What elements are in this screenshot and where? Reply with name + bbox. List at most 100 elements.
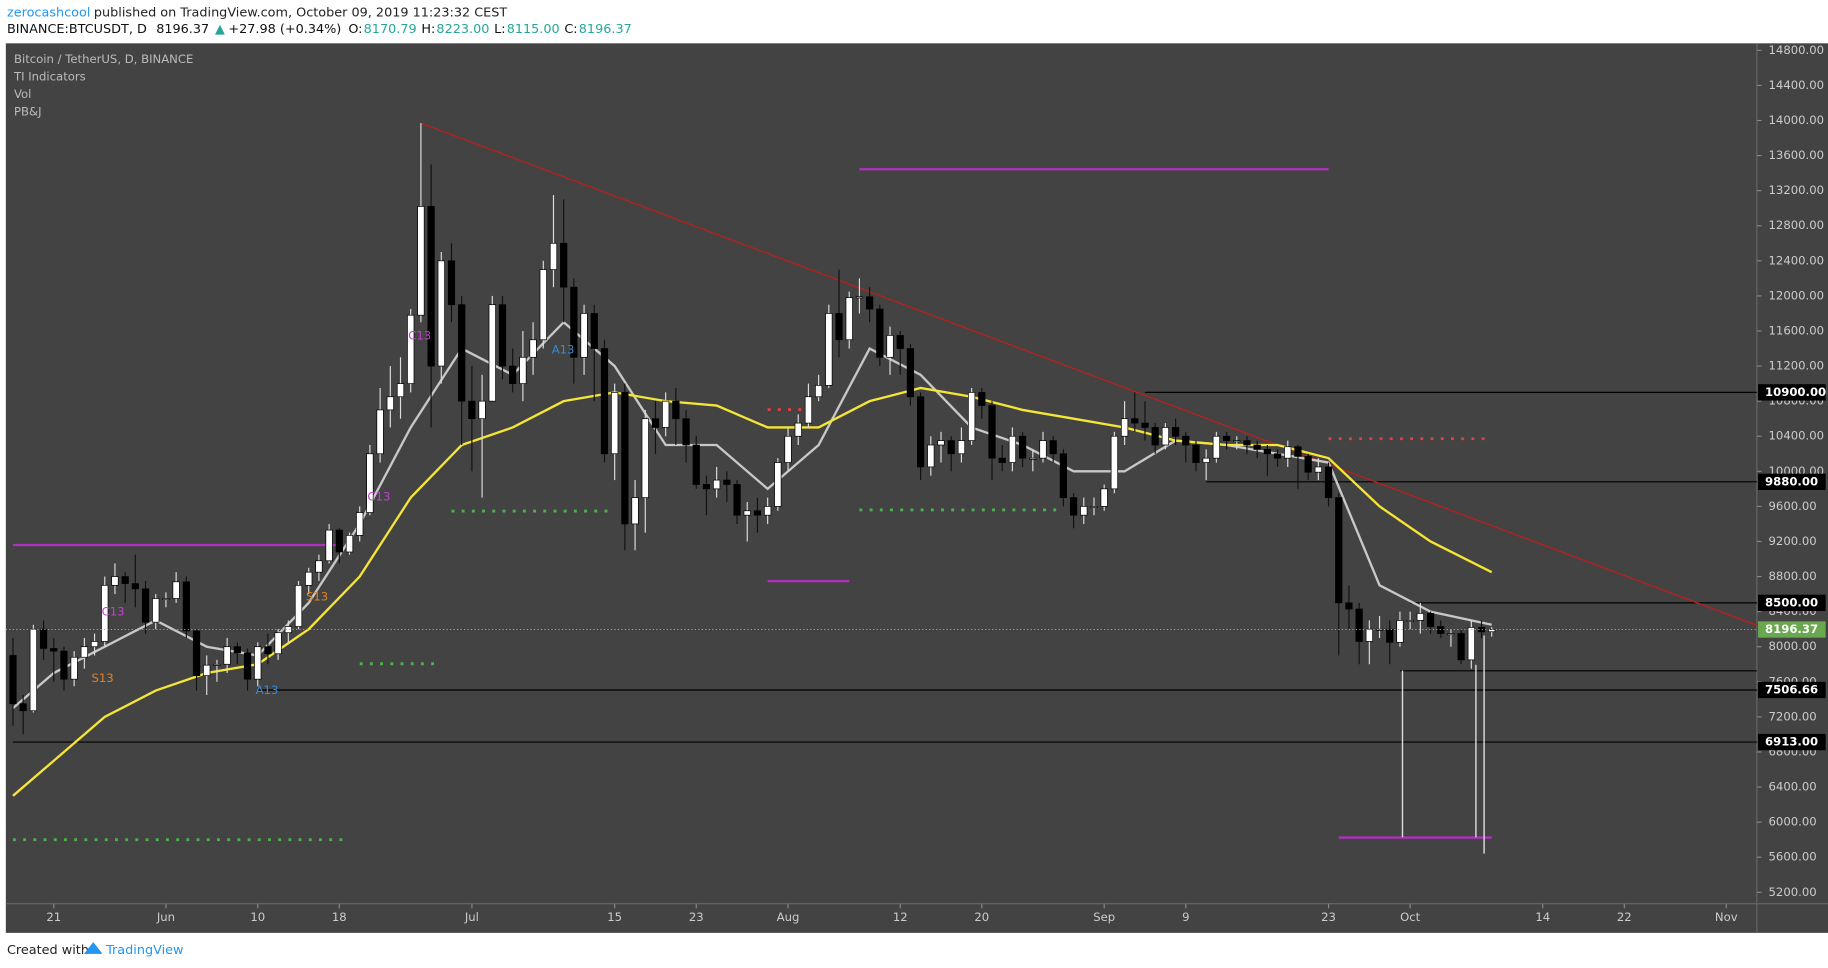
candle-body (29, 628, 37, 712)
level-label: 9880.00 (1765, 474, 1818, 488)
candle-body (458, 304, 466, 402)
candle-body (662, 400, 670, 428)
x-tick-label: Nov (1715, 910, 1738, 924)
y-tick-label: 12000.00 (1769, 288, 1825, 302)
price-axis (1756, 43, 1828, 904)
candle-body (1192, 444, 1200, 463)
ohlc-value: 8223.00 (436, 22, 489, 37)
candle-body (1345, 602, 1353, 610)
candle-body (131, 583, 139, 590)
legend-item: Bitcoin / TetherUS, D, BINANCE (14, 52, 193, 66)
candle-body (498, 304, 507, 367)
x-tick-label: Jul (464, 910, 479, 924)
y-tick-label: 12400.00 (1769, 253, 1825, 267)
ohlc-key: O: (348, 22, 362, 37)
candle-body (1049, 440, 1057, 455)
candle-body (570, 286, 578, 358)
x-tick-label: 22 (1617, 910, 1632, 924)
candle-body (386, 396, 394, 411)
x-tick-label: 18 (332, 910, 347, 924)
candle-body (478, 400, 486, 420)
candle-body (621, 392, 629, 525)
candle-body (600, 348, 609, 455)
candle-body (182, 581, 190, 632)
candle-body (896, 335, 904, 349)
y-tick-label: 6000.00 (1769, 815, 1817, 829)
candle-body (1396, 620, 1404, 643)
candle-body (529, 339, 537, 358)
annotation: C13 (102, 605, 125, 619)
candle-body (539, 269, 547, 341)
symbol: BINANCE:BTCUSDT, D (7, 22, 147, 37)
level-label: 8500.00 (1765, 595, 1818, 609)
candle-body (835, 313, 843, 341)
candle-body (815, 385, 823, 398)
candle-body (1447, 633, 1455, 636)
y-tick-label: 5200.00 (1769, 885, 1817, 899)
candle-body (1120, 418, 1129, 437)
candle-body (794, 422, 802, 437)
candle-body (315, 560, 323, 573)
candle-body (50, 648, 58, 652)
candle-body (1151, 427, 1159, 446)
x-tick-label: 15 (607, 910, 622, 924)
candle-body (1426, 613, 1435, 627)
candle-body (743, 510, 751, 516)
candle-body (1488, 629, 1496, 633)
candle-body (1233, 440, 1241, 443)
footer-brand[interactable]: TradingView (105, 943, 183, 958)
candle-body (396, 383, 405, 398)
candle-body (19, 703, 27, 712)
candle-body (1335, 497, 1343, 604)
candle-body (509, 365, 517, 384)
candle-body (1243, 440, 1251, 446)
candle-body (1222, 435, 1231, 441)
x-tick-label: 23 (689, 910, 704, 924)
y-tick-label: 14400.00 (1769, 78, 1825, 92)
candle-body (631, 497, 639, 525)
y-tick-label: 12800.00 (1769, 218, 1825, 232)
y-tick-label: 10400.00 (1769, 429, 1825, 443)
candle-body (1090, 506, 1098, 508)
x-tick-label: Sep (1093, 910, 1115, 924)
candle-body (651, 418, 660, 428)
candle-body (804, 396, 813, 424)
ohlc-key: C: (564, 22, 577, 37)
candle-body (223, 646, 231, 665)
x-tick-label: 9 (1182, 910, 1189, 924)
candle-body (325, 529, 333, 562)
candle-body (764, 506, 772, 516)
y-tick-label: 9200.00 (1769, 534, 1817, 548)
candle-body (264, 646, 272, 655)
candle-body (437, 260, 445, 367)
candle-body (1110, 435, 1119, 490)
x-tick-label: 12 (893, 910, 908, 924)
candle-body (141, 588, 150, 623)
level-label: 6913.00 (1765, 735, 1818, 749)
candle-body (580, 313, 588, 358)
y-tick-label: 6400.00 (1769, 780, 1817, 794)
annotation: C13 (367, 489, 390, 503)
y-tick-label: 14800.00 (1769, 43, 1825, 57)
candle-body (80, 646, 88, 658)
price: 8196.37 (156, 22, 209, 37)
x-tick-label: 14 (1535, 910, 1550, 924)
publisher[interactable]: zerocashcool (7, 6, 90, 21)
candle-body (784, 435, 792, 463)
candle-body (937, 440, 945, 446)
candle-body (90, 641, 99, 648)
legend-item: Vol (14, 87, 31, 101)
x-tick-label: 21 (46, 910, 61, 924)
candle-body (917, 396, 925, 468)
candle-body (427, 206, 435, 367)
candle-body (274, 632, 282, 655)
change-arrow: ▲ (215, 22, 225, 37)
candle-body (1314, 466, 1322, 473)
candle-body (1182, 435, 1190, 446)
candle-body (1059, 453, 1068, 498)
time-axis (5, 903, 1828, 933)
candle-body (672, 400, 680, 420)
candle-body (723, 479, 731, 485)
candle-body (1406, 620, 1414, 622)
